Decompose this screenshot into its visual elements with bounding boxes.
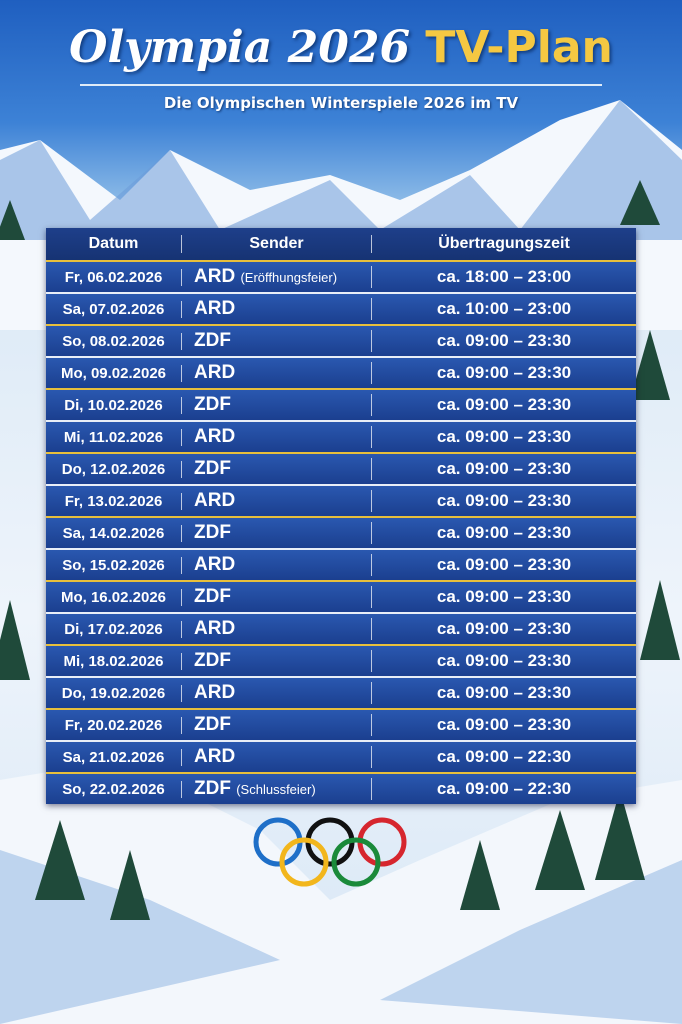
row-date: Di, 17.02.2026 [46, 620, 182, 638]
row-date: Fr, 20.02.2026 [46, 716, 182, 734]
table-row: Do, 12.02.2026 ZDF ca. 09:00 – 23:30 [46, 452, 636, 484]
channel-name: ARD [194, 362, 236, 383]
row-time: ca. 09:00 – 23:30 [436, 715, 572, 734]
row-date: Mo, 16.02.2026 [46, 588, 182, 606]
row-channel: ZDF [182, 522, 372, 544]
table-row: Di, 10.02.2026 ZDF ca. 09:00 – 23:30 [46, 388, 636, 420]
row-time: ca. 18:00 – 23:00 [436, 267, 572, 286]
row-date: Mo, 09.02.2026 [46, 364, 182, 382]
channel-name: ZDF [194, 522, 231, 543]
table-row: Sa, 07.02.2026 ARD ca. 10:00 – 23:00 [46, 292, 636, 324]
row-date: So, 22.02.2026 [46, 780, 182, 798]
row-time: ca. 09:00 – 23:30 [436, 587, 572, 606]
table-row: Fr, 13.02.2026 ARD ca. 09:00 – 23:30 [46, 484, 636, 516]
channel-name: ARD [194, 266, 236, 287]
row-channel: ZDF [182, 650, 372, 672]
schedule-table: Datum Sender Übertragungszeit Fr, 06.02.… [46, 228, 636, 804]
table-row: Mo, 16.02.2026 ZDF ca. 09:00 – 23:30 [46, 580, 636, 612]
row-channel: ARD [182, 298, 372, 320]
row-time: ca. 09:00 – 22:30 [436, 747, 572, 766]
row-time: ca. 09:00 – 23:30 [436, 427, 572, 446]
channel-name: ZDF [194, 778, 231, 799]
row-channel: ARD [182, 426, 372, 448]
table-row: Sa, 21.02.2026 ARD ca. 09:00 – 22:30 [46, 740, 636, 772]
header-time: Übertragungszeit [438, 235, 570, 252]
table-row: Do, 19.02.2026 ARD ca. 09:00 – 23:30 [46, 676, 636, 708]
row-date: Sa, 07.02.2026 [46, 300, 182, 318]
row-channel: ARD [182, 618, 372, 640]
row-channel: ARD [182, 362, 372, 384]
row-time: ca. 09:00 – 22:30 [436, 779, 572, 798]
row-date: So, 15.02.2026 [46, 556, 182, 574]
row-channel: ZDF [182, 586, 372, 608]
table-row: So, 15.02.2026 ARD ca. 09:00 – 23:30 [46, 548, 636, 580]
table-row: Mi, 11.02.2026 ARD ca. 09:00 – 23:30 [46, 420, 636, 452]
row-time: ca. 09:00 – 23:30 [436, 683, 572, 702]
title-main: Olympia 2026 [69, 22, 411, 73]
row-date: Fr, 13.02.2026 [46, 492, 182, 510]
table-row: Sa, 14.02.2026 ZDF ca. 09:00 – 23:30 [46, 516, 636, 548]
channel-name: ARD [194, 682, 236, 703]
table-header: Datum Sender Übertragungszeit [46, 228, 636, 260]
row-date: Do, 19.02.2026 [46, 684, 182, 702]
row-time: ca. 09:00 – 23:30 [436, 619, 572, 638]
row-channel: ZDF [182, 714, 372, 736]
row-date: Di, 10.02.2026 [46, 396, 182, 414]
table-row: Fr, 20.02.2026 ZDF ca. 09:00 – 23:30 [46, 708, 636, 740]
row-time: ca. 09:00 – 23:30 [436, 363, 572, 382]
row-channel: ZDF [182, 394, 372, 416]
table-row: Di, 17.02.2026 ARD ca. 09:00 – 23:30 [46, 612, 636, 644]
row-channel: ARD (Eröffhungsfeier) [182, 266, 372, 288]
row-date: Sa, 21.02.2026 [46, 748, 182, 766]
channel-name: ARD [194, 746, 236, 767]
channel-name: ZDF [194, 650, 231, 671]
channel-name: ARD [194, 554, 236, 575]
row-channel: ARD [182, 490, 372, 512]
row-channel: ARD [182, 746, 372, 768]
row-time: ca. 09:00 – 23:30 [436, 555, 572, 574]
row-time: ca. 09:00 – 23:30 [436, 395, 572, 414]
row-time: ca. 09:00 – 23:30 [436, 651, 572, 670]
poster-title: Olympia 2026 TV-Plan [0, 22, 682, 73]
channel-note: (Schlussfeier) [236, 782, 316, 797]
table-row: So, 08.02.2026 ZDF ca. 09:00 – 23:30 [46, 324, 636, 356]
row-channel: ARD [182, 554, 372, 576]
row-time: ca. 09:00 – 23:30 [436, 523, 572, 542]
channel-name: ARD [194, 426, 236, 447]
title-accent: TV-Plan [425, 22, 613, 73]
channel-name: ARD [194, 490, 236, 511]
channel-name: ZDF [194, 586, 231, 607]
row-channel: ZDF [182, 330, 372, 352]
table-row: So, 22.02.2026 ZDF (Schlussfeier) ca. 09:0… [46, 772, 636, 804]
channel-name: ZDF [194, 394, 231, 415]
row-date: Mi, 11.02.2026 [46, 428, 182, 446]
header-channel: Sender [182, 235, 372, 253]
table-row: Mi, 18.02.2026 ZDF ca. 09:00 – 23:30 [46, 644, 636, 676]
channel-name: ARD [194, 618, 236, 639]
table-row: Fr, 06.02.2026 ARD (Eröffhungsfeier) ca. 1… [46, 260, 636, 292]
row-date: Fr, 06.02.2026 [46, 268, 182, 286]
channel-name: ARD [194, 298, 236, 319]
row-time: ca. 09:00 – 23:30 [436, 491, 572, 510]
title-divider [80, 84, 602, 86]
row-time: ca. 09:00 – 23:30 [436, 331, 572, 350]
row-time: ca. 10:00 – 23:00 [436, 299, 572, 318]
olympic-rings-icon [253, 817, 407, 887]
row-channel: ZDF (Schlussfeier) [182, 778, 372, 800]
channel-note: (Eröffhungsfeier) [240, 270, 338, 285]
channel-name: ZDF [194, 458, 231, 479]
row-date: So, 08.02.2026 [46, 332, 182, 350]
row-channel: ARD [182, 682, 372, 704]
channel-name: ZDF [194, 330, 231, 351]
subtitle: Die Olympischen Winterspiele 2026 im TV [163, 94, 519, 112]
row-date: Do, 12.02.2026 [46, 460, 182, 478]
table-row: Mo, 09.02.2026 ARD ca. 09:00 – 23:30 [46, 356, 636, 388]
row-date: Mi, 18.02.2026 [46, 652, 182, 670]
row-time: ca. 09:00 – 23:30 [436, 459, 572, 478]
row-channel: ZDF [182, 458, 372, 480]
channel-name: ZDF [194, 714, 231, 735]
row-date: Sa, 14.02.2026 [46, 524, 182, 542]
header-date: Datum [46, 235, 182, 253]
